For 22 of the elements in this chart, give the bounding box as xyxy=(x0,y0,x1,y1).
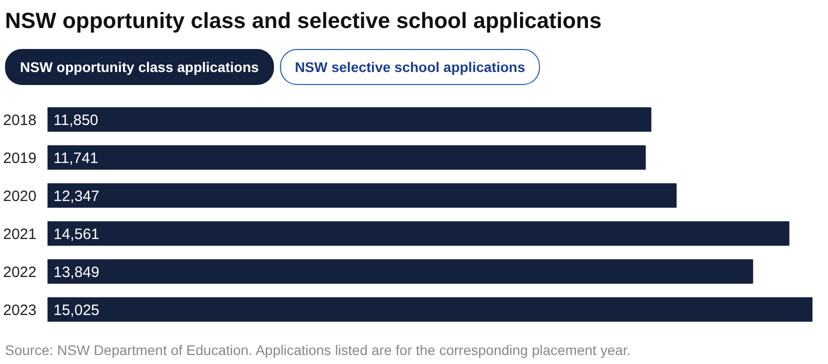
data-label: 11,850 xyxy=(54,112,98,129)
y-tick-label: 2018 xyxy=(3,112,37,129)
data-label: 11,741 xyxy=(54,150,98,167)
bar xyxy=(48,221,790,246)
data-label: 13,849 xyxy=(54,264,100,281)
y-tick-label: 2023 xyxy=(3,302,37,319)
bar xyxy=(48,259,754,284)
bar xyxy=(48,183,677,208)
data-label: 12,347 xyxy=(54,188,100,205)
text: NSW selective school applications xyxy=(280,49,540,85)
bar xyxy=(48,107,652,132)
y-tick-label: 2022 xyxy=(3,264,37,281)
bar xyxy=(48,145,646,170)
y-tick-label: 2021 xyxy=(3,226,37,243)
data-label: 15,025 xyxy=(54,302,100,319)
y-tick-label: 2019 xyxy=(3,150,37,167)
chart-title: NSW opportunity class and selective school applications xyxy=(5,7,602,35)
text: NSW opportunity class applications xyxy=(5,49,274,85)
source-note: Source: NSW Department of Education. Applications listed are for the corresponding placement year. xyxy=(5,341,631,360)
y-tick-label: 2020 xyxy=(3,188,37,205)
bar xyxy=(48,297,812,322)
data-label: 14,561 xyxy=(54,226,100,243)
